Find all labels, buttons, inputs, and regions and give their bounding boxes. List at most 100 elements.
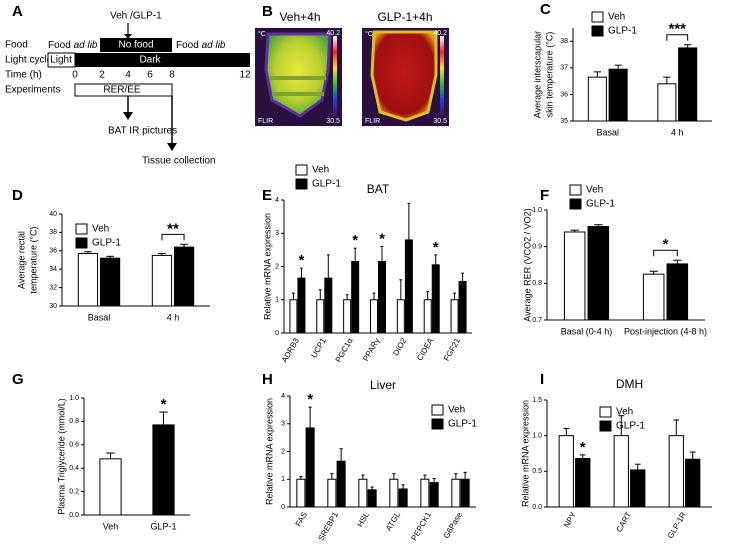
legend-swatch [569, 198, 582, 210]
y-tick-label: 36 [560, 91, 568, 98]
scale-unit: °C [258, 30, 266, 38]
bar [289, 299, 298, 334]
legend-swatch [599, 406, 612, 418]
color-scale [333, 36, 337, 116]
y-tick-label: 0.8 [532, 280, 542, 287]
rer-box [74, 83, 173, 97]
time-tick: 4 [125, 70, 131, 81]
bar [668, 435, 684, 508]
bar [613, 435, 629, 508]
x-tick-label: FAS [294, 511, 309, 529]
y-tick-label: 3 [281, 421, 285, 428]
bar [367, 489, 377, 508]
bar [351, 261, 360, 334]
y-tick-label: 38 [560, 38, 568, 45]
bar [666, 263, 689, 321]
y-axis-label: Relative mRNA expression [264, 398, 274, 505]
bar [99, 257, 121, 307]
y-tick-label: 3 [275, 230, 279, 237]
significance-label: ** [167, 220, 179, 237]
thermal-band [272, 92, 324, 96]
legend-swatch [295, 178, 308, 190]
x-tick-label: 4 h [167, 312, 180, 322]
arrow-head [123, 112, 133, 120]
y-tick-label: 0.0 [69, 512, 79, 519]
bar [642, 273, 665, 321]
bar [369, 299, 378, 334]
significance-bracket [653, 249, 678, 257]
no-food-label: No food [118, 40, 153, 51]
bar [404, 239, 413, 334]
x-tick-label: NPY [562, 510, 578, 529]
bar [396, 299, 405, 334]
y-axis-label: temperature (°C) [28, 226, 38, 293]
row-label: Food [5, 40, 28, 51]
bar [358, 478, 368, 508]
brand: FLIR [258, 118, 273, 125]
y-axis-label: Plasma Triglyceride (mmol/L) [56, 398, 66, 515]
x-tick-label: Basal [596, 127, 619, 137]
panel-label: A [12, 3, 23, 20]
y-tick-label: 0 [275, 330, 279, 337]
legend-label: Veh [92, 224, 109, 235]
panel-label: G [12, 371, 24, 388]
legend-swatch [591, 11, 604, 23]
y-tick-label: 0.7 [532, 317, 542, 324]
significance-label: * [352, 232, 358, 249]
y-tick-label: 1.0 [532, 433, 542, 440]
legend-swatch [591, 25, 604, 37]
x-tick-label: FGF21 [442, 336, 463, 363]
legend-swatch [599, 420, 612, 432]
arrow-head [167, 143, 177, 151]
image-title: GLP-1+4h [377, 10, 432, 24]
x-tick-label: PGC1α [334, 336, 355, 364]
x-tick-label: Basal (0-4 h) [561, 326, 613, 336]
legend-label: Veh [608, 12, 625, 23]
food-label: Food ad lib [176, 40, 226, 51]
row-label: Experiments [5, 85, 61, 96]
thermal-band [270, 76, 326, 80]
y-tick-label: 40 [49, 211, 57, 218]
y-tick-label: 4 [275, 197, 279, 204]
x-tick-label: Veh [103, 521, 119, 531]
bar [296, 478, 306, 508]
bar [451, 478, 461, 508]
light-label: Light [50, 55, 72, 66]
y-tick-label: 0.4 [69, 465, 79, 472]
bar [460, 478, 470, 508]
y-axis-label: skin temperature (°C) [544, 32, 554, 118]
x-tick-label: G6Pase [442, 510, 465, 540]
y-axis-label: Average RER (VCO2 / VO2) [522, 208, 532, 321]
legend-label: Veh [312, 165, 329, 176]
scale-max: 40.2 [326, 30, 340, 37]
bar [678, 47, 698, 122]
significance-label: *** [668, 21, 686, 38]
bar [685, 458, 701, 508]
bar [305, 427, 315, 508]
legend-label: GLP-1 [448, 419, 477, 430]
legend-swatch [569, 184, 582, 196]
chart-title: DMH [616, 377, 643, 391]
dark-box [75, 53, 250, 67]
time-tick: 8 [169, 70, 175, 81]
legend-label: Veh [586, 185, 603, 196]
brand: FLIR [365, 118, 380, 125]
x-tick-label: CIDEA [415, 336, 435, 362]
food-text: ad lib [74, 40, 98, 51]
legend-swatch [75, 237, 88, 249]
food-text: Food [176, 40, 199, 51]
panel-label: D [12, 187, 23, 204]
y-tick-label: 32 [49, 284, 57, 291]
x-tick-label: SREBP1 [316, 510, 340, 542]
legend-swatch [75, 223, 88, 235]
y-tick-label: 38 [49, 229, 57, 236]
y-tick-label: 0 [281, 504, 285, 511]
bar [630, 469, 646, 508]
bat-ir-label: BAT IR pictures [108, 126, 177, 137]
bar [389, 478, 399, 508]
bar [657, 83, 677, 122]
bar [558, 435, 574, 508]
y-tick-label: 0.0 [532, 504, 542, 511]
significance-label: * [379, 231, 385, 248]
panel-label: B [262, 3, 273, 20]
